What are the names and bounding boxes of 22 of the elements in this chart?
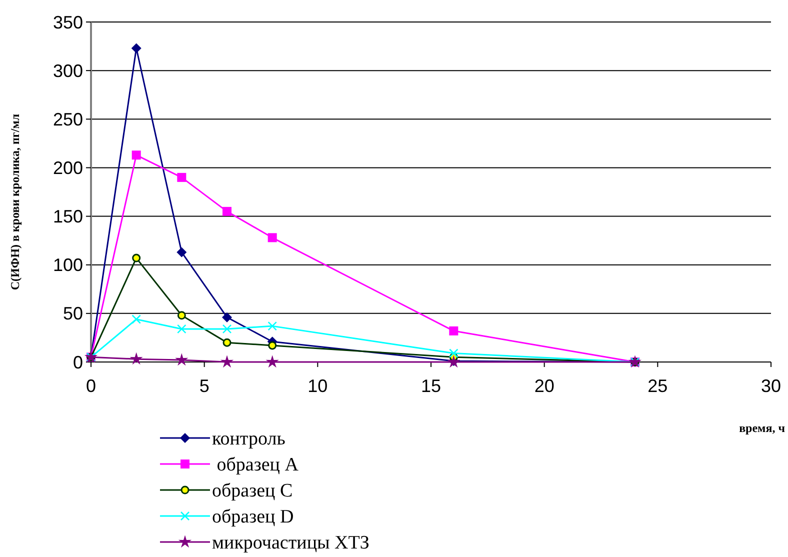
y-tick-label: 150 [52, 206, 83, 227]
x-tick-label: 5 [199, 376, 210, 396]
legend-label: образец D [212, 506, 294, 528]
x-axis-title: время, ч [739, 421, 786, 435]
x-tick-label: 15 [420, 376, 442, 396]
y-axis-title: С(ИФН) в крови кролика, пг/мл [8, 114, 22, 290]
x-tick-label: 30 [760, 376, 782, 396]
y-tick-label: 200 [52, 158, 83, 178]
y-tick-label: 50 [62, 304, 83, 324]
x-tick-label: 20 [534, 376, 554, 396]
y-tick-label: 300 [52, 60, 83, 81]
legend-label: контроль [212, 428, 286, 450]
legend-label: образец С [212, 480, 293, 502]
x-tick-label: 0 [86, 376, 96, 396]
legend-label: микрочастицы ХТЗ [212, 532, 370, 554]
x-tick-label: 10 [308, 376, 328, 396]
x-tick-label: 25 [648, 376, 668, 396]
y-tick-label: 350 [52, 12, 83, 32]
y-tick-label: 0 [72, 352, 83, 372]
y-tick-label: 250 [52, 109, 83, 130]
y-tick-label: 100 [52, 255, 83, 276]
legend-label: образец А [212, 454, 299, 476]
